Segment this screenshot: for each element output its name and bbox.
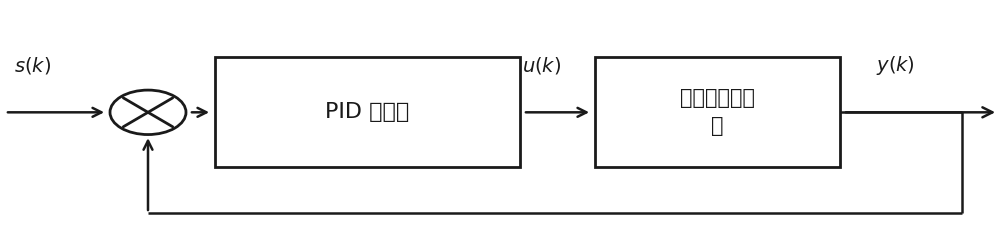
Text: $u(k)$: $u(k)$ <box>522 55 562 76</box>
Text: PID 控制器: PID 控制器 <box>325 102 410 122</box>
Text: 自平衡被控对
象: 自平衡被控对 象 <box>680 88 755 136</box>
Ellipse shape <box>110 90 186 135</box>
Bar <box>595 57 840 167</box>
Text: $y(k)$: $y(k)$ <box>876 54 914 77</box>
Text: $s(k)$: $s(k)$ <box>14 55 52 76</box>
Bar <box>215 57 520 167</box>
